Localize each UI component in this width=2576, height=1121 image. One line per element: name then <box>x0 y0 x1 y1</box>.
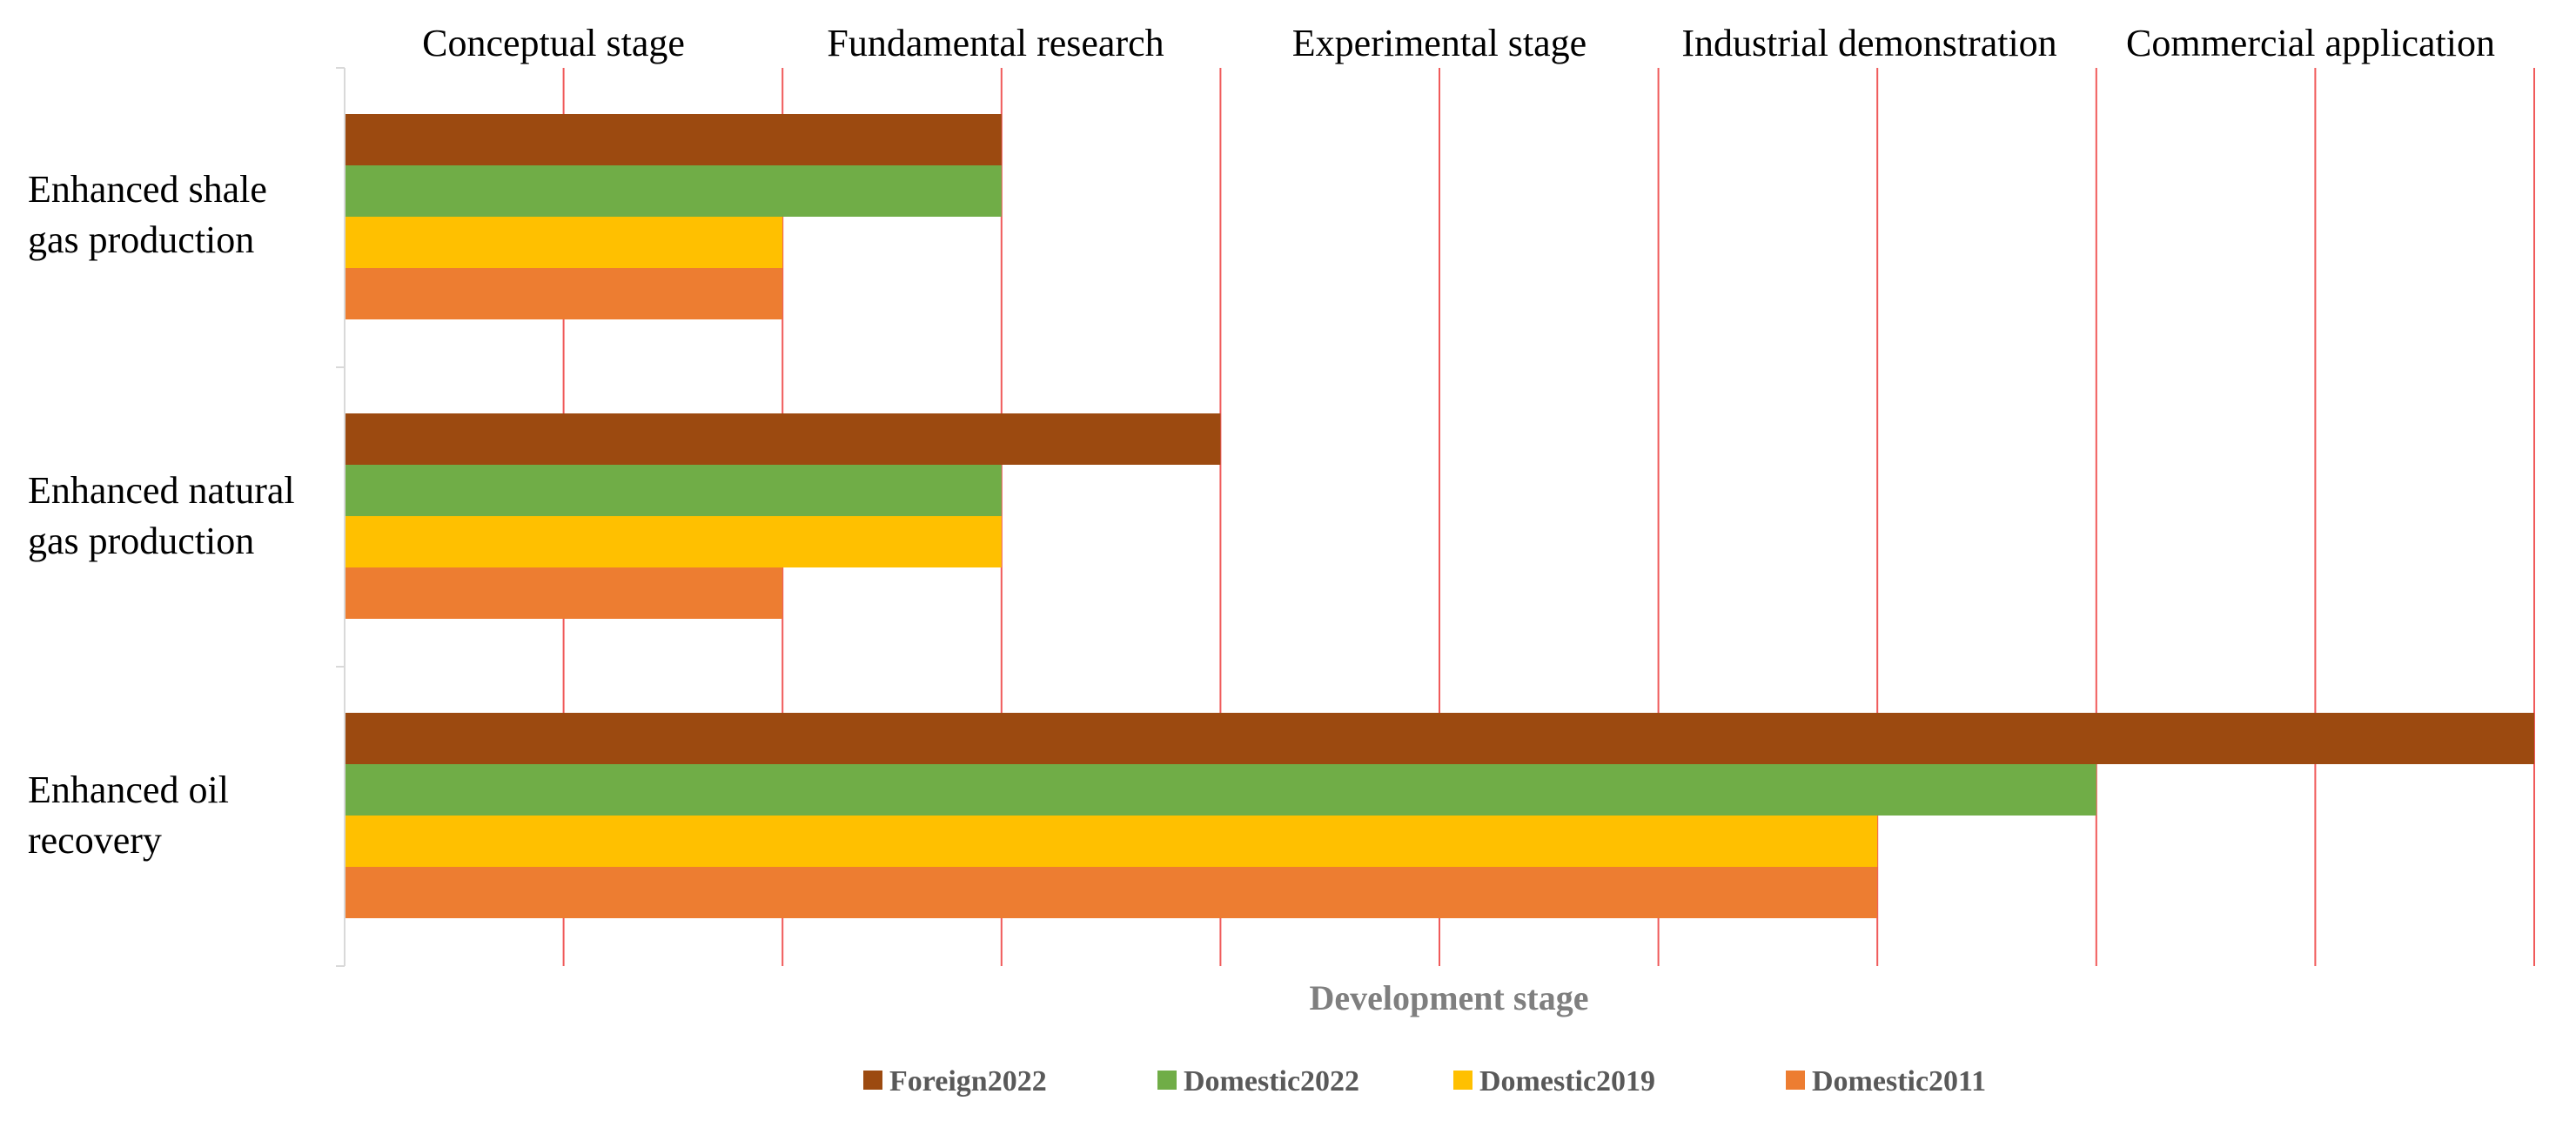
legend-label: Domestic2022 <box>1184 1065 1359 1098</box>
legend-swatch <box>1453 1071 1472 1090</box>
category-label: Enhanced oil recovery <box>28 769 229 862</box>
stage-label: Fundamental research <box>827 22 1164 64</box>
bar-domestic2022-2 <box>345 764 2096 816</box>
bar-foreign2022-2 <box>345 713 2534 764</box>
bar-domestic2022-0 <box>345 165 1002 217</box>
legend: Foreign2022 Domestic2022 Domestic2019 Domes… <box>863 1065 1986 1098</box>
stage-label: Conceptual stage <box>422 22 685 64</box>
stage-labels: Conceptual stage Fundamental research Expe… <box>422 22 2495 64</box>
legend-label: Domestic2011 <box>1812 1065 1986 1098</box>
bar-domestic2019-1 <box>345 516 1002 567</box>
stage-label: Experimental stage <box>1292 22 1587 64</box>
legend-swatch <box>863 1071 882 1090</box>
bar-domestic2011-0 <box>345 268 783 319</box>
legend-swatch <box>1786 1071 1805 1090</box>
legend-label: Domestic2019 <box>1479 1065 1655 1098</box>
x-axis-title: Development stage <box>1309 978 1588 1017</box>
category-label: Enhanced natural gas production <box>28 469 295 562</box>
bar-domestic2019-2 <box>345 816 1878 867</box>
category-label: Enhanced shale gas production <box>28 168 267 261</box>
bars <box>345 114 2534 918</box>
bar-foreign2022-1 <box>345 413 1221 465</box>
category-labels: Enhanced shale gas production Enhanced nat… <box>28 168 295 862</box>
stage-label: Commercial application <box>2126 22 2495 64</box>
bar-domestic2011-2 <box>345 867 1878 918</box>
bar-domestic2019-0 <box>345 217 783 268</box>
bar-domestic2011-1 <box>345 567 783 619</box>
y-axis <box>336 67 345 967</box>
legend-label: Foreign2022 <box>889 1065 1047 1098</box>
legend-swatch <box>1157 1071 1177 1090</box>
bar-domestic2022-1 <box>345 465 1002 516</box>
bar-foreign2022-0 <box>345 114 1002 165</box>
stage-label: Industrial demonstration <box>1681 22 2056 64</box>
